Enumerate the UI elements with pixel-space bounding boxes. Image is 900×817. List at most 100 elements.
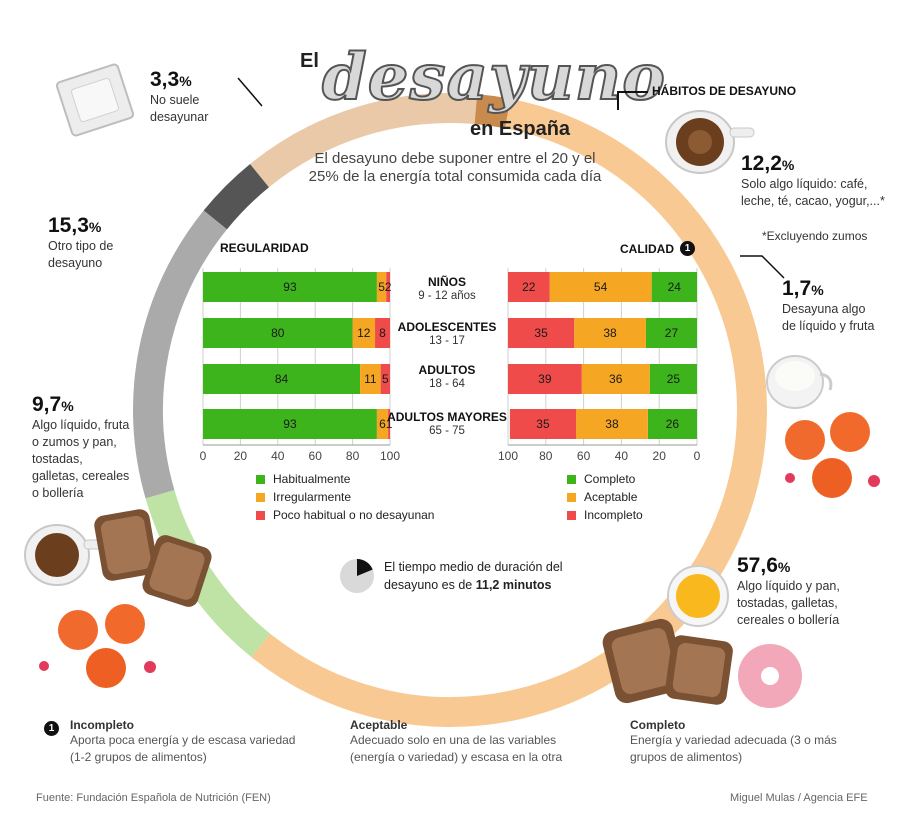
calidad-value-label: 27 [665, 326, 679, 340]
title-prefix: El [300, 50, 319, 72]
tick-label: 20 [653, 449, 667, 463]
habits-title-connector [617, 91, 648, 110]
oranges-right-icon [785, 412, 880, 498]
regularidad-legend: Habitualmente Irregularmente Poco habitu… [256, 472, 434, 522]
regularidad-value-label: 80 [271, 326, 285, 340]
clock-slice [357, 559, 373, 576]
regularidad-value-label: 1 [386, 417, 393, 431]
regularidad-value-label: 6 [379, 417, 386, 431]
source-text: Fuente: Fundación Española de Nutrición … [36, 792, 271, 804]
regularidad-bar-0-1 [376, 272, 387, 302]
regularidad-value-label: 8 [379, 326, 386, 340]
habit-label-other: 15,3% Otro tipo de desayuno [48, 214, 114, 270]
legend-poco-habitual: Poco habitual o no desayunan [256, 508, 434, 522]
habit-label-no-breakfast: 3,3% No suele desayunar [150, 68, 209, 124]
tick-label: 100 [380, 449, 400, 463]
regularidad-bar-0-2 [386, 272, 390, 302]
regularidad-bar-2-1 [360, 364, 381, 394]
milk-jug-icon [766, 355, 833, 409]
calidad-bar-3-2 [509, 409, 577, 439]
calidad-value-label: 36 [609, 372, 623, 386]
calidad-bar-0-2 [508, 272, 550, 302]
regularidad-bar-2-0 [203, 364, 361, 394]
habit-label-liquid-only: 12,2% Solo algo líquido: café, leche, té… [741, 152, 885, 208]
donut-icon [738, 644, 802, 708]
tick-label: 80 [346, 449, 360, 463]
time-note-value: 11,2 minutos [475, 578, 552, 592]
bread-right-icon [602, 618, 733, 705]
group-label-adolescentes: ADOLESCENTES 13 - 17 [397, 320, 497, 347]
regularidad-bar-1-2 [375, 318, 390, 348]
regularidad-bar-1-1 [352, 318, 376, 348]
calidad-value-label: 35 [536, 417, 550, 431]
habit-label-liquid-fruit-bread: 9,7% Algo líquido, fruta o zumos y pan, … [32, 393, 130, 500]
calidad-title: CALIDAD [620, 241, 674, 256]
calidad-value-label: 26 [666, 417, 680, 431]
tick-label: 0 [200, 449, 207, 463]
regularidad-value-label: 93 [283, 280, 297, 294]
orange-juice-icon [667, 565, 729, 627]
legend-aceptable: Aceptable [567, 490, 643, 504]
oranges-left-icon [39, 604, 156, 688]
tick-label: 20 [234, 449, 248, 463]
group-label-ninos: NIÑOS 9 - 12 años [418, 275, 476, 302]
calidad-value-label: 35 [534, 326, 548, 340]
ring-segment-3 [251, 98, 767, 727]
ring-segment-1 [250, 93, 478, 188]
tick-label: 80 [539, 449, 553, 463]
tick-label: 0 [694, 449, 701, 463]
regularidad-bar-2-2 [380, 364, 390, 394]
title-subtitle: en España [470, 118, 571, 140]
calidad-bar-1-2 [508, 318, 575, 348]
legend-incompleto: Incompleto [567, 508, 643, 522]
habits-title: HÁBITOS DE DESAYUNO [652, 84, 797, 98]
juice-note: *Excluyendo zumos [762, 229, 868, 243]
habit-label-liquid-fruit: 1,7% Desayuna algo de líquido y fruta [782, 277, 875, 333]
regularidad-value-label: 12 [357, 326, 371, 340]
footer-aceptable: Aceptable Adecuado solo en una de las va… [350, 718, 563, 764]
calidad-value-label: 25 [667, 372, 681, 386]
credit-text: Miguel Mulas / Agencia EFE [730, 792, 868, 804]
regularidad-value-label: 2 [385, 280, 392, 294]
calidad-bar-3-1 [576, 409, 648, 439]
regularidad-value-label: 93 [283, 417, 297, 431]
empty-plate-icon [55, 63, 135, 137]
ring-segment-5 [133, 210, 227, 499]
regularidad-bar-0-0 [203, 272, 377, 302]
group-label-adultos-mayores: ADULTOS MAYORES 65 - 75 [387, 410, 507, 437]
tick-label: 40 [271, 449, 285, 463]
regularidad-bar-3-2 [388, 409, 390, 439]
ring-segment-2 [474, 94, 511, 129]
calidad-legend: Completo Aceptable Incompleto [567, 472, 643, 522]
footer-incompleto: Incompleto Aporta poca energía y de esca… [70, 718, 296, 764]
legend-irregularmente: Irregularmente [256, 490, 434, 504]
ring-segment-0 [203, 163, 270, 230]
calidad-value-label: 24 [668, 280, 682, 294]
habit-label-liquid-bread: 57,6% Algo líquido y pan, tostadas, gall… [737, 554, 840, 627]
calidad-value-label: 54 [594, 280, 608, 294]
tick-label: 60 [309, 449, 323, 463]
calidad-value-label: 38 [603, 326, 617, 340]
calidad-title-wrap: CALIDAD 1 [620, 241, 695, 256]
calidad-value-label: 39 [538, 372, 552, 386]
footer-badge: 1 [44, 718, 59, 736]
regularidad-value-label: 5 [382, 372, 389, 386]
footer-completo: Completo Energía y variedad adecuada (3 … [630, 718, 837, 764]
regularidad-bar-3-0 [203, 409, 377, 439]
calidad-bar-1-0 [645, 318, 697, 348]
tick-label: 60 [577, 449, 591, 463]
calidad-bar-2-2 [508, 364, 582, 394]
tick-label: 100 [498, 449, 518, 463]
regularidad-value-label: 5 [378, 280, 385, 294]
regularidad-bar-3-1 [376, 409, 389, 439]
intro-text: El desayuno debe suponer entre el 20 y e… [308, 150, 602, 185]
calidad-bar-0-1 [549, 272, 652, 302]
calidad-value-label: 38 [605, 417, 619, 431]
tick-label: 40 [615, 449, 629, 463]
regularidad-value-label: 11 [364, 372, 377, 386]
time-note: El tiempo medio de duración del desayuno… [384, 560, 563, 592]
calidad-bar-3-0 [647, 409, 697, 439]
